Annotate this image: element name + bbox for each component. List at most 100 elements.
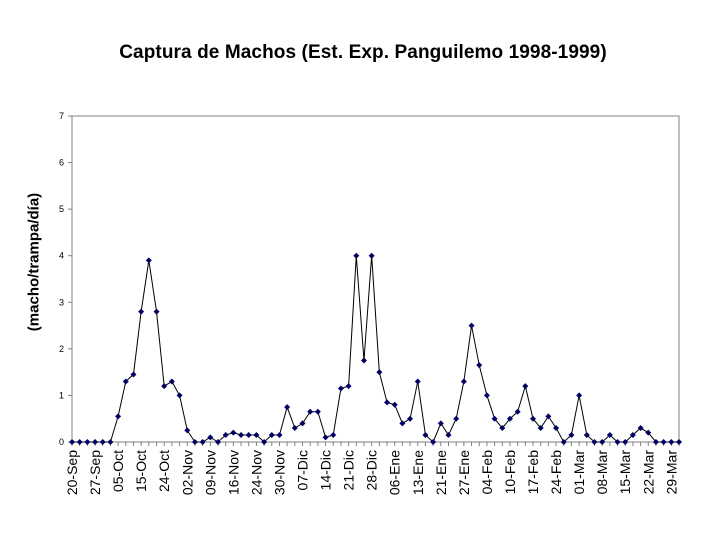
- data-point: [576, 392, 583, 399]
- x-tick-label: 21-Ene: [433, 450, 449, 495]
- x-tick-label: 16-Nov: [225, 450, 241, 495]
- data-point: [222, 432, 229, 439]
- x-tick-label: 06-Ene: [387, 450, 403, 495]
- data-point: [514, 408, 521, 415]
- data-point: [291, 425, 298, 432]
- data-point: [522, 383, 529, 390]
- data-point: [238, 432, 245, 439]
- data-point: [422, 432, 429, 439]
- data-point: [115, 413, 122, 420]
- data-point: [660, 439, 667, 445]
- x-axis: 20-Sep 27-Sep 05-Oct 15-Oct 24-Oct 02-Nov 09-N…: [64, 442, 680, 495]
- data-point: [614, 439, 621, 445]
- y-tick-label: 0: [59, 437, 64, 447]
- data-point: [445, 432, 452, 439]
- data-point: [468, 322, 475, 329]
- data-point: [360, 357, 367, 364]
- x-tick-label: 10-Feb: [502, 450, 518, 495]
- data-point: [568, 432, 575, 439]
- data-point: [430, 439, 437, 445]
- data-point: [606, 432, 613, 439]
- data-point: [591, 439, 598, 445]
- data-point: [207, 434, 214, 441]
- data-point: [199, 439, 206, 445]
- x-tick-label: 14-Dic: [318, 450, 334, 490]
- data-point: [245, 432, 252, 439]
- data-point: [299, 420, 306, 427]
- data-point: [153, 308, 160, 315]
- data-point: [122, 378, 129, 385]
- data-point: [453, 415, 460, 422]
- data-point: [253, 432, 260, 439]
- y-tick-label: 1: [59, 390, 64, 400]
- data-point: [191, 439, 198, 445]
- data-point: [261, 439, 268, 445]
- x-tick-label: 29-Mar: [663, 450, 679, 495]
- data-point: [345, 383, 352, 390]
- x-tick-label: 28-Dic: [364, 450, 380, 490]
- data-point: [414, 378, 421, 385]
- x-tick-label: 17-Feb: [525, 450, 541, 495]
- data-point: [176, 392, 183, 399]
- y-tick-label: 5: [59, 204, 64, 214]
- y-tick-label: 4: [59, 251, 64, 261]
- data-point: [545, 413, 552, 420]
- data-point: [437, 420, 444, 427]
- data-point: [230, 429, 237, 436]
- x-tick-label: 07-Dic: [295, 450, 311, 490]
- data-point: [637, 425, 644, 432]
- data-point: [84, 439, 91, 445]
- data-point: [314, 408, 321, 415]
- x-tick-label: 21-Dic: [341, 450, 357, 490]
- data-point: [499, 425, 506, 432]
- data-point: [368, 252, 375, 259]
- data-point: [583, 432, 590, 439]
- data-point: [307, 408, 314, 415]
- x-tick-label: 24-Nov: [248, 450, 264, 495]
- y-tick-label: 7: [59, 111, 64, 121]
- data-point: [276, 432, 283, 439]
- chart-title: Captura de Machos (Est. Exp. Panguilemo …: [119, 42, 607, 63]
- data-point: [676, 439, 682, 445]
- data-point: [553, 425, 560, 432]
- series-line: [72, 255, 679, 443]
- x-tick-label: 05-Oct: [110, 450, 126, 492]
- x-tick-label: 13-Ene: [410, 450, 426, 495]
- x-tick-label: 30-Nov: [271, 450, 287, 495]
- data-point: [184, 427, 191, 434]
- data-point: [476, 362, 483, 369]
- series-markers: [69, 252, 682, 445]
- x-tick-label: 02-Nov: [179, 450, 195, 495]
- data-point: [76, 439, 83, 445]
- data-point: [214, 439, 221, 445]
- data-point: [530, 415, 537, 422]
- data-point: [330, 432, 337, 439]
- data-point: [161, 383, 168, 390]
- x-tick-label: 08-Mar: [594, 450, 610, 495]
- y-axis: 0 1 2 3 4 5 6 7: [59, 111, 72, 447]
- data-point: [668, 439, 675, 445]
- data-point: [284, 404, 291, 411]
- data-point: [599, 439, 606, 445]
- data-point: [322, 434, 329, 441]
- x-tick-label: 01-Mar: [571, 450, 587, 495]
- data-point: [92, 439, 99, 445]
- x-tick-label: 22-Mar: [640, 450, 656, 495]
- plot-area: [71, 115, 680, 443]
- data-point: [168, 378, 175, 385]
- x-tick-label: 27-Ene: [456, 450, 472, 495]
- x-tick-label: 24-Feb: [548, 450, 564, 495]
- data-point: [337, 385, 344, 392]
- data-point: [138, 308, 145, 315]
- x-tick-label: 04-Feb: [479, 450, 495, 495]
- x-tick-label: 09-Nov: [202, 450, 218, 495]
- data-point: [491, 415, 498, 422]
- data-point: [537, 425, 544, 432]
- data-point: [506, 415, 513, 422]
- data-point: [99, 439, 106, 445]
- data-point: [384, 399, 391, 406]
- data-point: [130, 371, 137, 378]
- x-tick-label: 24-Oct: [156, 450, 172, 492]
- data-point: [629, 432, 636, 439]
